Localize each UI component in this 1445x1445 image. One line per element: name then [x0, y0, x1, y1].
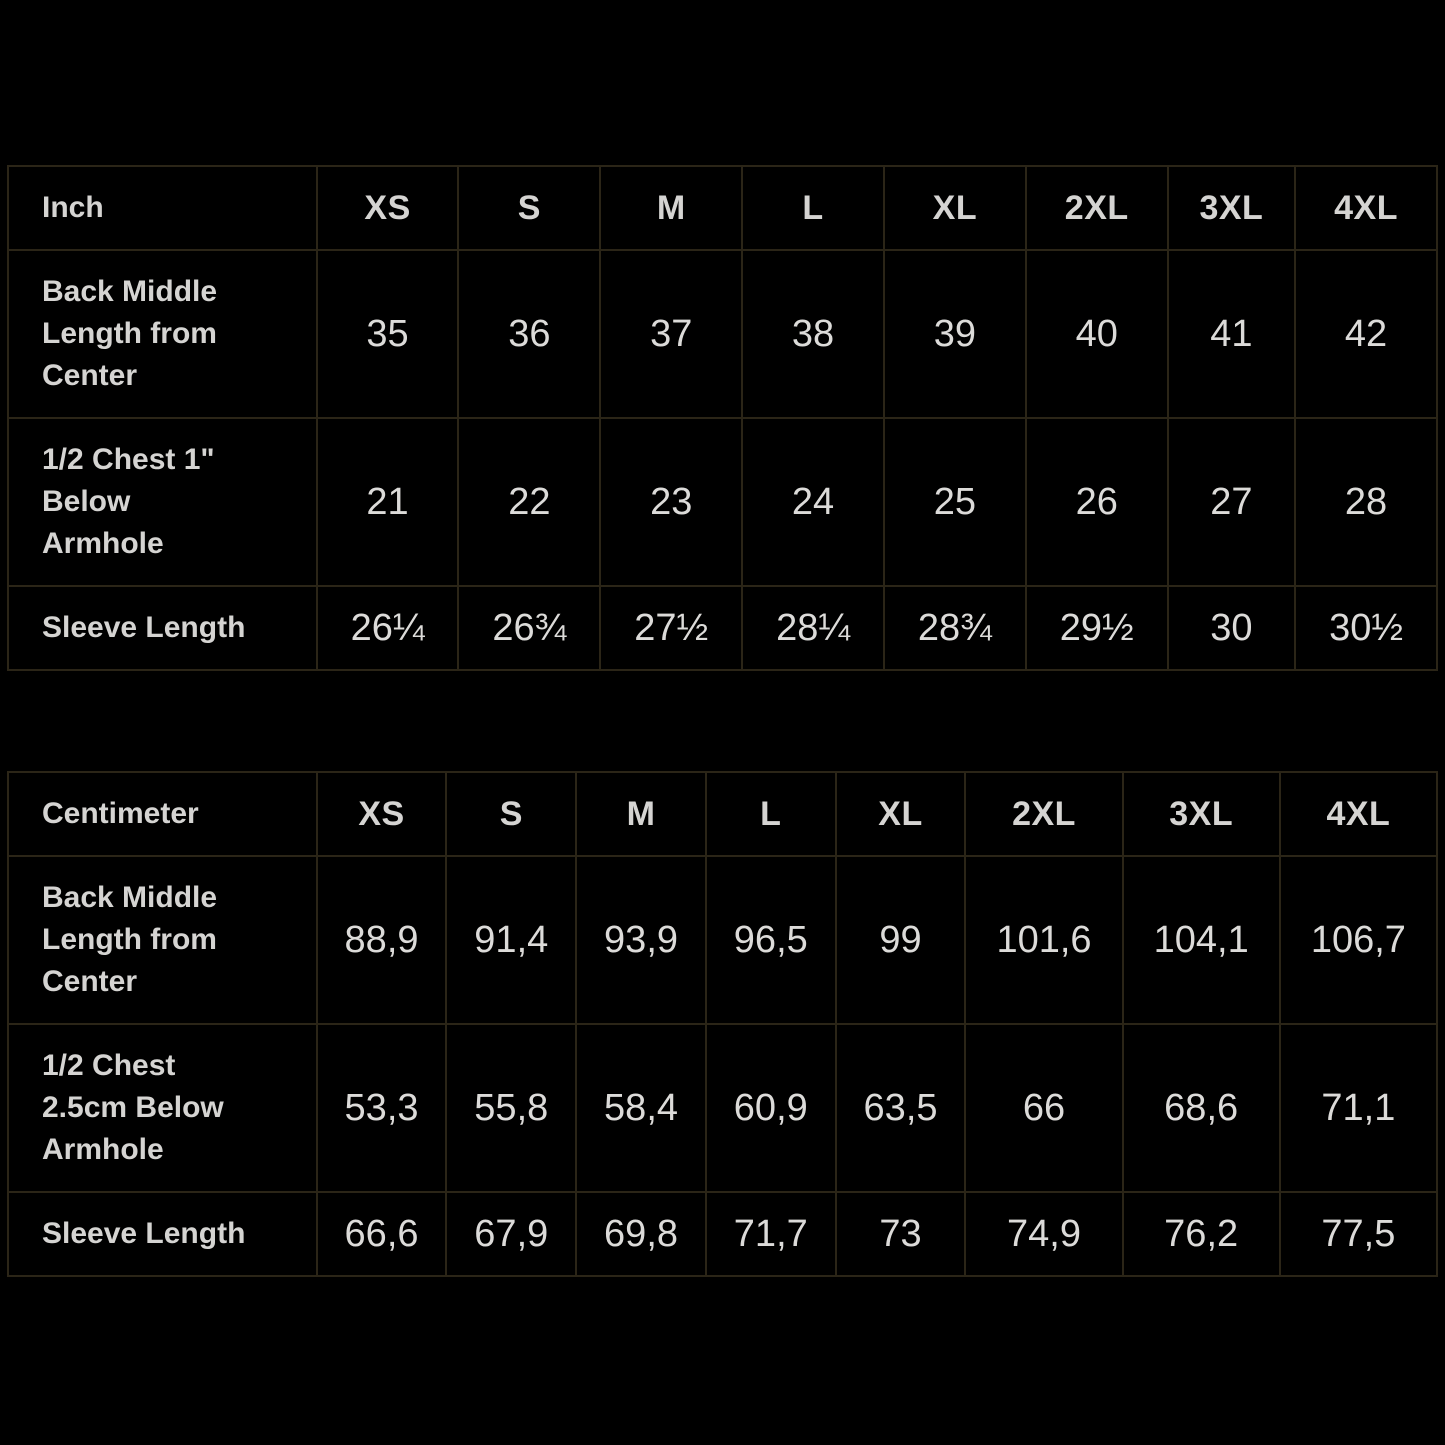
- value-cell: 22: [457, 417, 602, 587]
- size-tables-container: Inch XS S M L XL 2XL 3XL 4XL Back Middle Length f…: [7, 165, 1439, 1277]
- size-header-cell-s: S: [445, 771, 578, 857]
- row-label-cell: Back Middle Length from Center: [7, 855, 318, 1025]
- table-row: 1/2 Chest 1" Below Armhole 21 22 23 24 25 26 27…: [7, 417, 1438, 587]
- size-header-cell-3xl: 3XL: [1121, 771, 1281, 857]
- row-label-cell: 1/2 Chest 1" Below Armhole: [7, 417, 318, 587]
- value-cell: 28¼: [741, 585, 885, 671]
- size-header-cell-m: M: [599, 165, 744, 251]
- header-row: Inch XS S M L XL 2XL 3XL 4XL: [7, 165, 1438, 251]
- value-cell: 27½: [599, 585, 744, 671]
- value-cell: 106,7: [1278, 855, 1439, 1025]
- value-cell: 99: [834, 855, 967, 1025]
- size-header-cell-3xl: 3XL: [1166, 165, 1297, 251]
- value-cell: 29½: [1024, 585, 1169, 671]
- size-header-cell-s: S: [457, 165, 602, 251]
- size-header-cell-xl: XL: [882, 165, 1027, 251]
- value-cell: 25: [882, 417, 1027, 587]
- table-row: Back Middle Length from Center 35 36 37 38 39…: [7, 249, 1438, 419]
- value-cell: 73: [834, 1191, 967, 1277]
- size-header-cell-xs: XS: [315, 771, 448, 857]
- value-cell: 77,5: [1278, 1191, 1439, 1277]
- value-cell: 60,9: [704, 1023, 837, 1193]
- row-label-cell: Sleeve Length: [7, 1191, 318, 1277]
- value-cell: 30½: [1294, 585, 1438, 671]
- size-header-cell-m: M: [575, 771, 707, 857]
- size-table-inch: Inch XS S M L XL 2XL 3XL 4XL Back Middle Length f…: [7, 165, 1438, 671]
- value-cell: 96,5: [704, 855, 837, 1025]
- value-cell: 67,9: [445, 1191, 578, 1277]
- size-header-cell-l: L: [741, 165, 885, 251]
- value-cell: 30: [1166, 585, 1297, 671]
- table-row: Sleeve Length 66,6 67,9 69,8 71,7 73 74,9 76,2 7…: [7, 1191, 1439, 1277]
- value-cell: 76,2: [1121, 1191, 1281, 1277]
- unit-header-cell: Inch: [7, 165, 318, 251]
- value-cell: 88,9: [315, 855, 448, 1025]
- value-cell: 23: [599, 417, 744, 587]
- table-row: Sleeve Length 26¼ 26¾ 27½ 28¼ 28¾ 29½ 30 30½: [7, 585, 1438, 671]
- size-header-cell-2xl: 2XL: [1024, 165, 1169, 251]
- value-cell: 66,6: [315, 1191, 448, 1277]
- value-cell: 71,1: [1278, 1023, 1439, 1193]
- value-cell: 26: [1024, 417, 1169, 587]
- value-cell: 74,9: [964, 1191, 1124, 1277]
- size-header-cell-4xl: 4XL: [1278, 771, 1439, 857]
- row-label-cell: Back Middle Length from Center: [7, 249, 318, 419]
- size-header-cell-4xl: 4XL: [1294, 165, 1438, 251]
- value-cell: 53,3: [315, 1023, 448, 1193]
- value-cell: 63,5: [834, 1023, 967, 1193]
- value-cell: 101,6: [964, 855, 1124, 1025]
- value-cell: 21: [315, 417, 460, 587]
- value-cell: 66: [964, 1023, 1124, 1193]
- value-cell: 93,9: [575, 855, 707, 1025]
- unit-header-cell: Centimeter: [7, 771, 318, 857]
- size-header-cell-xl: XL: [834, 771, 967, 857]
- value-cell: 41: [1166, 249, 1297, 419]
- size-header-cell-xs: XS: [315, 165, 460, 251]
- value-cell: 55,8: [445, 1023, 578, 1193]
- value-cell: 40: [1024, 249, 1169, 419]
- value-cell: 26¾: [457, 585, 602, 671]
- value-cell: 27: [1166, 417, 1297, 587]
- row-label-cell: Sleeve Length: [7, 585, 318, 671]
- value-cell: 37: [599, 249, 744, 419]
- table-row: 1/2 Chest 2.5cm Below Armhole 53,3 55,8 58,…: [7, 1023, 1439, 1193]
- header-row: Centimeter XS S M L XL 2XL 3XL 4XL: [7, 771, 1439, 857]
- value-cell: 104,1: [1121, 855, 1281, 1025]
- row-label-cell: 1/2 Chest 2.5cm Below Armhole: [7, 1023, 318, 1193]
- value-cell: 38: [741, 249, 885, 419]
- value-cell: 69,8: [575, 1191, 707, 1277]
- value-cell: 91,4: [445, 855, 578, 1025]
- value-cell: 28: [1294, 417, 1438, 587]
- value-cell: 71,7: [704, 1191, 837, 1277]
- value-cell: 35: [315, 249, 460, 419]
- value-cell: 58,4: [575, 1023, 707, 1193]
- value-cell: 42: [1294, 249, 1438, 419]
- value-cell: 36: [457, 249, 602, 419]
- value-cell: 26¼: [315, 585, 460, 671]
- value-cell: 24: [741, 417, 885, 587]
- value-cell: 28¾: [882, 585, 1027, 671]
- size-table-centimeter: Centimeter XS S M L XL 2XL 3XL 4XL Back Middle Le…: [7, 771, 1439, 1277]
- size-header-cell-l: L: [704, 771, 837, 857]
- table-row: Back Middle Length from Center 88,9 91,4 93…: [7, 855, 1439, 1025]
- value-cell: 39: [882, 249, 1027, 419]
- value-cell: 68,6: [1121, 1023, 1281, 1193]
- size-header-cell-2xl: 2XL: [964, 771, 1124, 857]
- size-chart-page: Inch XS S M L XL 2XL 3XL 4XL Back Middle Length f…: [7, 165, 1439, 1277]
